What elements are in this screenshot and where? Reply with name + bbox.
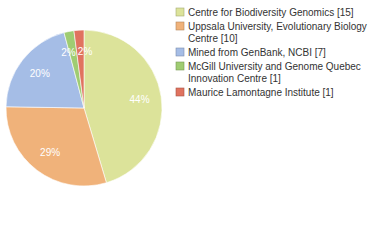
legend-label: Uppsala University, Evolutionary Biology… — [188, 21, 367, 44]
legend-swatch — [176, 48, 184, 56]
pie-slice — [74, 30, 84, 108]
legend-label: Centre for Biodiversity Genomics [15] — [188, 7, 354, 18]
chart: 44% 29% 20% 2%2% Centre for Biodiversity Gen… — [0, 0, 380, 240]
pie-slice — [64, 31, 84, 108]
pie — [6, 30, 162, 186]
data-label: 2% — [78, 46, 93, 57]
legend-label-line: Uppsala University, Evolutionary Biology — [188, 21, 367, 32]
legend-label-line: Centre for Biodiversity Genomics [15] — [188, 7, 354, 18]
data-label: 2% — [61, 47, 76, 58]
legend-label-line: Centre [10] — [188, 33, 238, 44]
legend-label: McGill University and Genome QuebecInnov… — [188, 61, 361, 84]
legend-swatch — [176, 62, 184, 70]
legend-label: Maurice Lamontagne Institute [1] — [188, 87, 334, 98]
legend-label-line: McGill University and Genome Quebec — [188, 61, 361, 72]
data-labels: 44% 29% 20% 2%2% — [30, 46, 150, 158]
pie-slice — [6, 107, 106, 186]
legend-label: Mined from GenBank, NCBI [7] — [188, 47, 326, 58]
legend: Centre for Biodiversity Genomics [15] Upp… — [176, 7, 367, 98]
legend-label-line: Innovation Centre [1] — [188, 73, 281, 84]
legend-label-line: Mined from GenBank, NCBI [7] — [188, 47, 326, 58]
data-label: 44% — [130, 94, 150, 105]
legend-label-line: Maurice Lamontagne Institute [1] — [188, 87, 334, 98]
legend-swatch — [176, 8, 184, 16]
legend-swatch — [176, 88, 184, 96]
legend-swatch — [176, 22, 184, 30]
data-label: 20% — [30, 68, 50, 79]
data-label: 29% — [40, 147, 60, 158]
